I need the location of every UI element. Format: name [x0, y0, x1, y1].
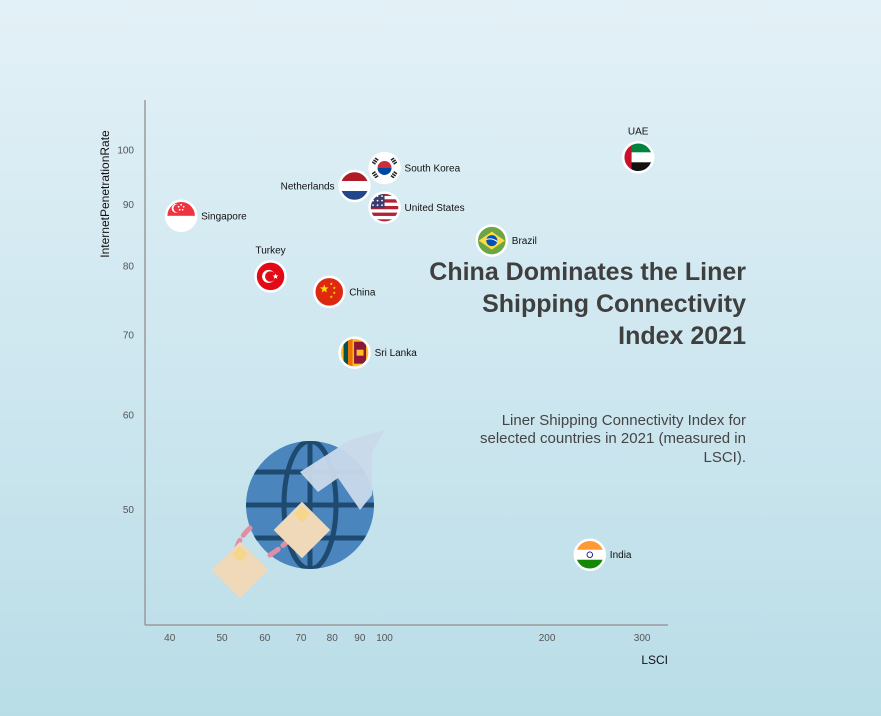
india-flag-icon	[573, 538, 607, 571]
x-tick-label: 40	[164, 633, 176, 644]
y-tick-label: 90	[123, 200, 135, 211]
chart-title: China Dominates the Liner Shipping Conne…	[429, 258, 746, 350]
turkey-flag-icon	[254, 260, 287, 293]
x-tick-label: 90	[354, 633, 366, 644]
scatter-point	[338, 169, 371, 203]
x-tick-label: 100	[376, 633, 393, 644]
point-label: Sri Lanka	[375, 348, 418, 359]
scatter-point	[254, 260, 287, 293]
x-tick-label: 200	[539, 633, 556, 644]
singapore-flag-icon	[164, 199, 198, 233]
south-korea-flag-icon	[368, 151, 401, 185]
scatter-point	[573, 538, 607, 571]
scatter-point	[475, 224, 509, 257]
x-tick-label: 60	[259, 633, 271, 644]
point-label: South Korea	[405, 163, 461, 174]
sri-lanka-flag-icon	[338, 336, 371, 369]
point-label: China	[349, 287, 376, 298]
point-label: India	[610, 550, 632, 561]
point-label: Netherlands	[281, 182, 335, 193]
point-label: Singapore	[201, 211, 247, 222]
point-label: Turkey	[255, 245, 285, 256]
globe-shipping-icon	[211, 430, 385, 599]
parcel-box-lower	[211, 541, 269, 599]
x-tick-label: 300	[634, 633, 651, 644]
y-tick-label: 60	[123, 411, 135, 422]
point-label: United States	[405, 203, 465, 214]
y-tick-label: 50	[123, 505, 135, 516]
x-tick-label: 50	[216, 633, 228, 644]
scatter-point	[368, 151, 401, 185]
y-axis-title: InternetPenetrationRate	[98, 130, 112, 258]
scatter-point	[313, 275, 346, 309]
x-tick-label: 70	[295, 633, 307, 644]
netherlands-flag-icon	[338, 169, 371, 203]
point-label: UAE	[628, 126, 649, 137]
united-states-flag-icon	[368, 191, 401, 224]
y-tick-label: 70	[123, 331, 135, 342]
uae-flag-icon	[621, 141, 655, 174]
points-layer: UAE South Korea Netherlands United States Si…	[164, 126, 655, 571]
chart-subtitle: Liner Shipping Connectivity Index for se…	[480, 412, 746, 466]
y-tick-label: 80	[123, 261, 135, 272]
point-label: Brazil	[512, 236, 537, 247]
x-axis-title: LSCI	[641, 653, 668, 667]
china-flag-icon	[313, 275, 346, 309]
axes: 40 50 60 70 80 90 100 200 300 50 60 70 80 90 100 LSCI In…	[98, 100, 668, 667]
scatter-point	[338, 336, 371, 369]
scatter-point	[621, 141, 655, 174]
y-tick-label: 100	[117, 145, 134, 156]
x-tick-label: 80	[327, 633, 339, 644]
scatter-point	[164, 199, 198, 233]
brazil-flag-icon	[475, 224, 509, 257]
scatter-point	[368, 191, 401, 224]
plane-shape	[300, 430, 385, 510]
